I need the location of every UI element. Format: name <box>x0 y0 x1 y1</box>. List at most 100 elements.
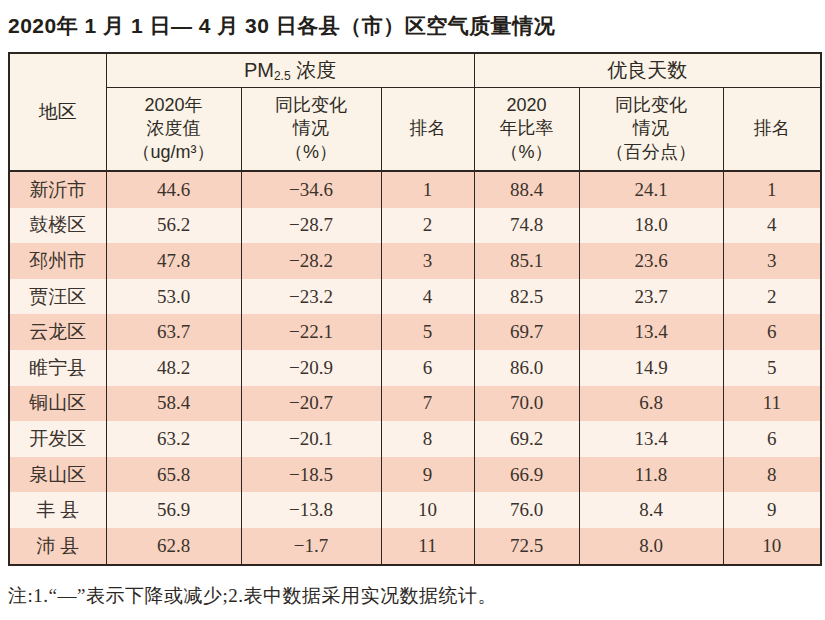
pm-value-cell: 62.8 <box>106 528 241 565</box>
pm-change-cell: −22.1 <box>241 314 381 350</box>
header-pm-change: 同比变化 情况 （%） <box>241 88 381 172</box>
table-row: 鼓楼区 56.2 −28.7 2 74.8 18.0 4 <box>9 208 821 244</box>
good-change-cell: 6.8 <box>579 386 723 422</box>
table-row: 沛 县 62.8 −1.7 11 72.5 8.0 10 <box>9 528 821 565</box>
good-change-cell: 23.7 <box>579 279 723 315</box>
table-row: 泉山区 65.8 −18.5 9 66.9 11.8 8 <box>9 457 821 493</box>
region-cell: 贾汪区 <box>9 279 106 315</box>
air-quality-table: 地区 PM2.5 浓度 优良天数 2020年 浓度值 （ug/m³） 同比变化 … <box>8 52 822 566</box>
pm-change-cell: −34.6 <box>241 171 381 208</box>
pm-change-cell: −20.9 <box>241 350 381 386</box>
pm-value-cell: 56.2 <box>106 208 241 244</box>
pm-rank-cell: 4 <box>381 279 474 315</box>
good-rate-cell: 72.5 <box>474 528 579 565</box>
good-rank-cell: 3 <box>723 243 821 279</box>
region-cell: 泉山区 <box>9 457 106 493</box>
footnote: 注:1.“—”表示下降或减少;2.表中数据采用实况数据统计。 <box>8 583 825 609</box>
table-header: 地区 PM2.5 浓度 优良天数 2020年 浓度值 （ug/m³） 同比变化 … <box>9 53 821 171</box>
pm-value-cell: 48.2 <box>106 350 241 386</box>
group-header-row: 地区 PM2.5 浓度 优良天数 <box>9 53 821 88</box>
pm-change-cell: −20.1 <box>241 421 381 457</box>
good-rate-cell: 86.0 <box>474 350 579 386</box>
pm-label-prefix: PM <box>244 59 274 81</box>
table-row: 开发区 63.2 −20.1 8 69.2 13.4 6 <box>9 421 821 457</box>
good-rank-cell: 9 <box>723 492 821 528</box>
pm-label-subscript: 2.5 <box>274 69 291 83</box>
good-rate-cell: 70.0 <box>474 386 579 422</box>
page: 2020年 1 月 1 日— 4 月 30 日各县（市）区空气质量情况 地区 P… <box>0 0 825 620</box>
pm-rank-cell: 5 <box>381 314 474 350</box>
pm-change-cell: −18.5 <box>241 457 381 493</box>
pm-change-cell: −20.7 <box>241 386 381 422</box>
pm-change-cell: −28.7 <box>241 208 381 244</box>
header-good-change: 同比变化 情况 （百分点） <box>579 88 723 172</box>
pm-rank-cell: 10 <box>381 492 474 528</box>
header-good-rank: 排名 <box>723 88 821 172</box>
table-row: 丰 县 56.9 −13.8 10 76.0 8.4 9 <box>9 492 821 528</box>
good-rate-cell: 82.5 <box>474 279 579 315</box>
table-row: 睢宁县 48.2 −20.9 6 86.0 14.9 5 <box>9 350 821 386</box>
table-body: 新沂市 44.6 −34.6 1 88.4 24.1 1 鼓楼区 56.2 −2… <box>9 171 821 565</box>
good-rate-cell: 88.4 <box>474 171 579 208</box>
good-rank-cell: 6 <box>723 421 821 457</box>
table-row: 铜山区 58.4 −20.7 7 70.0 6.8 11 <box>9 386 821 422</box>
region-cell: 丰 县 <box>9 492 106 528</box>
pm-change-cell: −23.2 <box>241 279 381 315</box>
table-row: 贾汪区 53.0 −23.2 4 82.5 23.7 2 <box>9 279 821 315</box>
region-cell: 鼓楼区 <box>9 208 106 244</box>
pm-rank-cell: 2 <box>381 208 474 244</box>
sub-header-row: 2020年 浓度值 （ug/m³） 同比变化 情况 （%） 排名 2020 年比… <box>9 88 821 172</box>
region-cell: 云龙区 <box>9 314 106 350</box>
region-cell: 睢宁县 <box>9 350 106 386</box>
good-change-cell: 24.1 <box>579 171 723 208</box>
good-rate-cell: 85.1 <box>474 243 579 279</box>
pm-change-cell: −1.7 <box>241 528 381 565</box>
good-change-cell: 8.4 <box>579 492 723 528</box>
good-rank-cell: 10 <box>723 528 821 565</box>
region-cell: 邳州市 <box>9 243 106 279</box>
pm-rank-cell: 6 <box>381 350 474 386</box>
good-rank-cell: 5 <box>723 350 821 386</box>
pm-value-cell: 56.9 <box>106 492 241 528</box>
good-rank-cell: 4 <box>723 208 821 244</box>
pm-value-cell: 65.8 <box>106 457 241 493</box>
table-row: 新沂市 44.6 −34.6 1 88.4 24.1 1 <box>9 171 821 208</box>
good-rate-cell: 66.9 <box>474 457 579 493</box>
good-rate-cell: 74.8 <box>474 208 579 244</box>
pm-value-cell: 58.4 <box>106 386 241 422</box>
good-rank-cell: 11 <box>723 386 821 422</box>
good-rank-cell: 1 <box>723 171 821 208</box>
header-good-days-group: 优良天数 <box>474 53 821 88</box>
pm-value-cell: 47.8 <box>106 243 241 279</box>
pm-value-cell: 63.2 <box>106 421 241 457</box>
good-rank-cell: 8 <box>723 457 821 493</box>
good-change-cell: 11.8 <box>579 457 723 493</box>
pm-value-cell: 44.6 <box>106 171 241 208</box>
pm-rank-cell: 9 <box>381 457 474 493</box>
pm-change-cell: −13.8 <box>241 492 381 528</box>
good-change-cell: 14.9 <box>579 350 723 386</box>
pm-change-cell: −28.2 <box>241 243 381 279</box>
good-rank-cell: 2 <box>723 279 821 315</box>
table-row: 云龙区 63.7 −22.1 5 69.7 13.4 6 <box>9 314 821 350</box>
table-row: 邳州市 47.8 −28.2 3 85.1 23.6 3 <box>9 243 821 279</box>
header-good-rate: 2020 年比率 （%） <box>474 88 579 172</box>
good-change-cell: 13.4 <box>579 314 723 350</box>
pm-value-cell: 63.7 <box>106 314 241 350</box>
region-cell: 沛 县 <box>9 528 106 565</box>
good-change-cell: 13.4 <box>579 421 723 457</box>
good-rate-cell: 76.0 <box>474 492 579 528</box>
pm-rank-cell: 11 <box>381 528 474 565</box>
pm-rank-cell: 1 <box>381 171 474 208</box>
pm-value-cell: 53.0 <box>106 279 241 315</box>
header-pm-rank: 排名 <box>381 88 474 172</box>
good-rate-cell: 69.7 <box>474 314 579 350</box>
pm-rank-cell: 8 <box>381 421 474 457</box>
pm-label-suffix: 浓度 <box>291 59 337 81</box>
region-cell: 开发区 <box>9 421 106 457</box>
region-cell: 铜山区 <box>9 386 106 422</box>
pm-rank-cell: 7 <box>381 386 474 422</box>
region-cell: 新沂市 <box>9 171 106 208</box>
header-region: 地区 <box>9 53 106 171</box>
good-change-cell: 18.0 <box>579 208 723 244</box>
